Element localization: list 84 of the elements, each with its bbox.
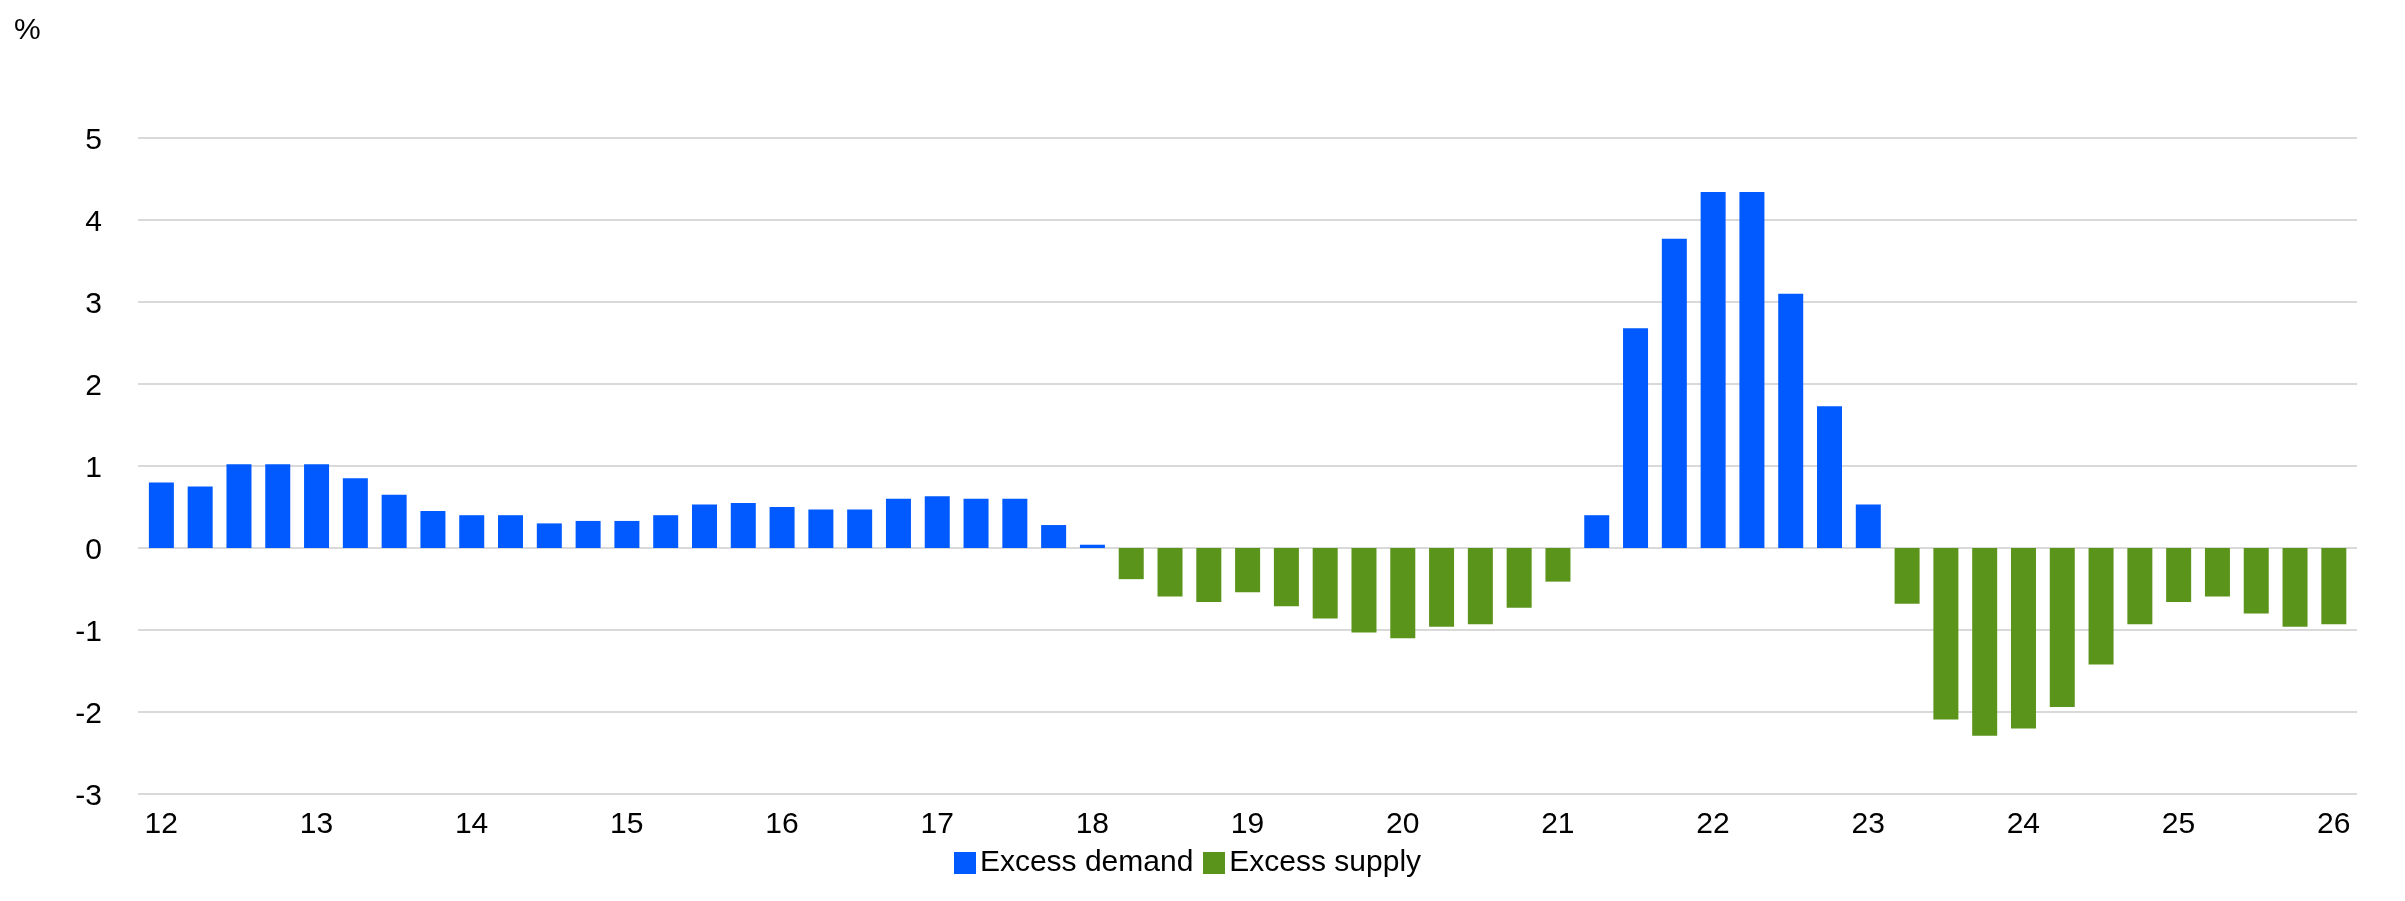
bar bbox=[1079, 544, 1105, 548]
bar bbox=[963, 498, 989, 548]
bar bbox=[2127, 548, 2153, 625]
x-tick-label: 16 bbox=[765, 806, 799, 840]
bar bbox=[1312, 548, 1338, 619]
bar bbox=[575, 520, 601, 548]
bar bbox=[304, 464, 330, 548]
bar bbox=[614, 520, 640, 548]
bar bbox=[1002, 498, 1028, 548]
bar bbox=[1545, 548, 1571, 582]
bar bbox=[808, 509, 834, 548]
bar bbox=[1817, 406, 1843, 548]
bar bbox=[2282, 548, 2308, 627]
y-tick-label: 2 bbox=[85, 367, 102, 401]
x-tick-label: 20 bbox=[1385, 806, 1420, 840]
bar bbox=[148, 482, 174, 548]
bar bbox=[265, 464, 291, 548]
x-tick-label: 23 bbox=[1851, 806, 1885, 840]
bar bbox=[653, 515, 679, 548]
bar bbox=[1855, 504, 1881, 548]
bar bbox=[1235, 548, 1261, 593]
x-tick-label: 18 bbox=[1075, 806, 1110, 840]
bar bbox=[381, 494, 407, 548]
x-tick-label: 17 bbox=[920, 806, 954, 840]
bar bbox=[924, 496, 950, 548]
bar bbox=[226, 464, 252, 548]
bar bbox=[1196, 548, 1222, 603]
bar bbox=[1972, 548, 1998, 736]
bar bbox=[1273, 548, 1299, 607]
bar bbox=[2049, 548, 2075, 708]
y-tick-label: -3 bbox=[75, 777, 102, 811]
bar bbox=[1739, 192, 1765, 548]
bar bbox=[847, 509, 873, 548]
bar bbox=[2010, 548, 2036, 729]
y-tick-label: 5 bbox=[85, 121, 102, 155]
bar bbox=[1623, 328, 1649, 548]
bar bbox=[498, 515, 524, 548]
bar bbox=[1351, 548, 1377, 633]
bar bbox=[536, 523, 562, 548]
bar bbox=[2243, 548, 2269, 614]
y-tick-label: 3 bbox=[85, 285, 102, 319]
y-axis-title: % bbox=[14, 12, 41, 46]
bar bbox=[2088, 548, 2114, 665]
x-tick-label: 12 bbox=[144, 806, 178, 840]
bar bbox=[1700, 192, 1726, 548]
bar bbox=[1467, 548, 1493, 625]
legend-label: Excess supply bbox=[1229, 844, 1422, 877]
x-tick-label: 24 bbox=[2006, 806, 2041, 840]
bar bbox=[420, 511, 446, 548]
y-tick-label: -2 bbox=[75, 695, 102, 729]
x-tick-label: 26 bbox=[2317, 806, 2351, 840]
bar bbox=[2166, 548, 2192, 603]
bar bbox=[2321, 548, 2347, 625]
x-tick-label: 13 bbox=[299, 806, 334, 840]
x-tick-label: 22 bbox=[1696, 806, 1730, 840]
bar bbox=[187, 486, 213, 548]
x-tick-label: 19 bbox=[1230, 806, 1265, 840]
bar bbox=[691, 504, 717, 548]
bar bbox=[1429, 548, 1455, 627]
x-tick-label: 15 bbox=[610, 806, 644, 840]
bar bbox=[1933, 548, 1959, 720]
y-tick-label: -1 bbox=[75, 613, 102, 647]
bar bbox=[1894, 548, 1920, 604]
bar bbox=[885, 498, 911, 548]
bar bbox=[1118, 548, 1144, 580]
y-tick-label: 4 bbox=[85, 203, 102, 237]
y-tick-label: 0 bbox=[85, 531, 102, 565]
bar bbox=[2204, 548, 2230, 597]
bar bbox=[1157, 548, 1183, 597]
bar bbox=[1778, 293, 1804, 548]
bar bbox=[1390, 548, 1416, 639]
bar bbox=[769, 507, 795, 548]
bar bbox=[730, 502, 756, 548]
bar bbox=[1041, 525, 1067, 548]
bar bbox=[1584, 515, 1610, 548]
legend-label: Excess demand bbox=[979, 844, 1194, 877]
x-tick-label: 14 bbox=[454, 806, 489, 840]
x-tick-label: 21 bbox=[1541, 806, 1575, 840]
y-tick-label: 1 bbox=[85, 449, 102, 483]
bar bbox=[342, 478, 368, 548]
bar bbox=[1506, 548, 1532, 608]
bar bbox=[1661, 238, 1687, 548]
bar bbox=[459, 515, 485, 548]
x-tick-label: 25 bbox=[2161, 806, 2196, 840]
